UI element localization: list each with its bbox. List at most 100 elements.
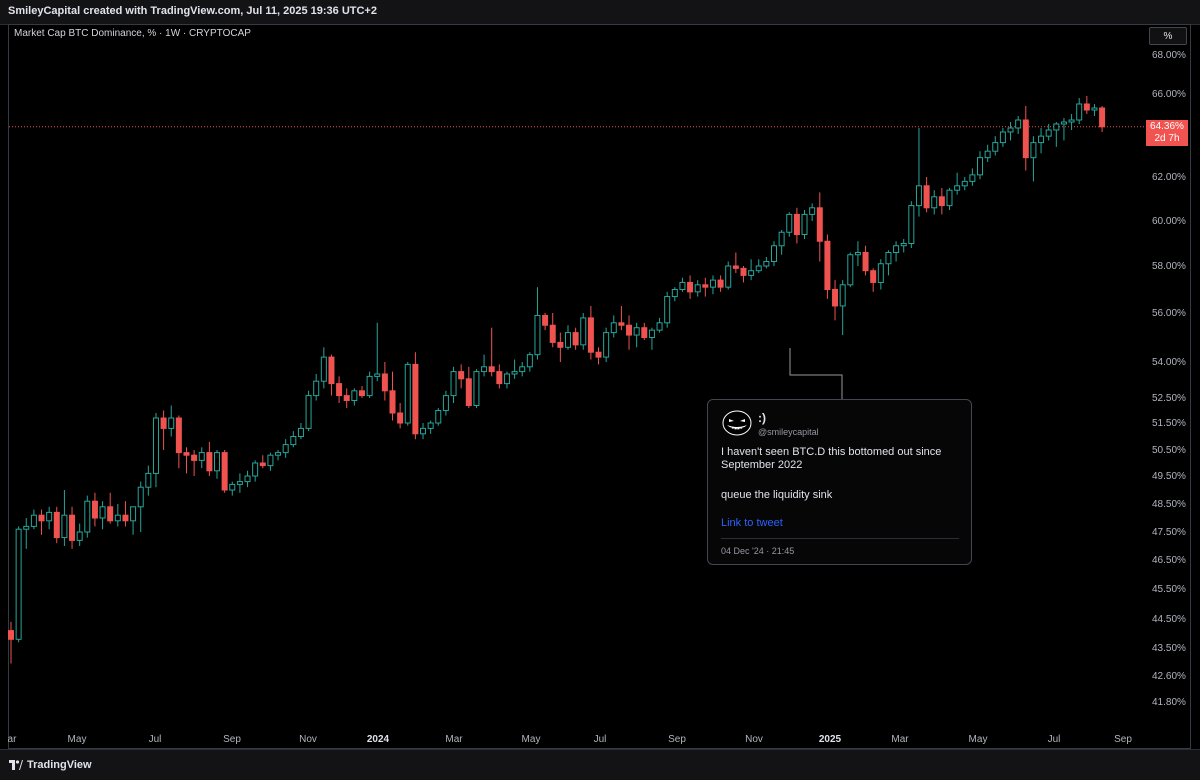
candle[interactable] <box>465 366 472 408</box>
candle[interactable] <box>122 501 129 527</box>
candle[interactable] <box>1038 128 1045 154</box>
candle[interactable] <box>259 455 266 469</box>
candle[interactable] <box>305 390 312 432</box>
candle[interactable] <box>648 327 655 350</box>
candle[interactable] <box>267 452 274 471</box>
candle[interactable] <box>450 366 457 403</box>
candle[interactable] <box>595 347 602 365</box>
candle[interactable] <box>458 364 465 389</box>
candle[interactable] <box>908 201 915 248</box>
candle[interactable] <box>732 252 739 274</box>
candle[interactable] <box>771 241 777 266</box>
candle[interactable] <box>893 241 900 262</box>
candle[interactable] <box>229 481 236 496</box>
candle[interactable] <box>69 506 76 549</box>
candle[interactable] <box>236 473 243 493</box>
candle[interactable] <box>53 506 60 544</box>
candle[interactable] <box>412 352 419 440</box>
candle[interactable] <box>130 506 137 535</box>
candle[interactable] <box>221 450 228 493</box>
candle[interactable] <box>977 151 984 180</box>
candle[interactable] <box>137 481 144 532</box>
candle[interactable] <box>84 495 91 538</box>
candle[interactable] <box>275 450 282 461</box>
candle[interactable] <box>870 268 877 292</box>
candle[interactable] <box>557 332 564 362</box>
chart-frame[interactable] <box>8 24 1191 749</box>
candle[interactable] <box>297 423 304 440</box>
candle[interactable] <box>717 275 724 292</box>
candle[interactable] <box>1091 104 1098 116</box>
candle[interactable] <box>351 388 358 406</box>
candle[interactable] <box>175 415 182 469</box>
candle[interactable] <box>580 313 587 350</box>
candle[interactable] <box>328 354 335 396</box>
candle[interactable] <box>931 190 938 215</box>
candle[interactable] <box>503 371 510 389</box>
percent-scale-button[interactable]: % <box>1149 27 1187 45</box>
tradingview-logo-icon[interactable] <box>9 760 23 770</box>
candle[interactable] <box>488 327 495 377</box>
candle[interactable] <box>366 371 373 398</box>
candle[interactable] <box>618 305 625 331</box>
candle[interactable] <box>748 259 755 281</box>
candle[interactable] <box>214 450 221 479</box>
tradingview-brand[interactable]: TradingView <box>27 759 92 771</box>
candle[interactable] <box>793 207 800 244</box>
candle[interactable] <box>91 492 98 527</box>
candle[interactable] <box>38 509 45 535</box>
candle[interactable] <box>999 128 1006 147</box>
candle[interactable] <box>969 168 976 186</box>
candle[interactable] <box>511 359 518 379</box>
candle[interactable] <box>23 518 30 549</box>
candle[interactable] <box>420 423 427 440</box>
candle[interactable] <box>1007 122 1014 141</box>
candle[interactable] <box>160 410 167 451</box>
candle[interactable] <box>839 280 846 336</box>
candle[interactable] <box>46 506 53 530</box>
candle[interactable] <box>336 376 343 403</box>
candle[interactable] <box>145 465 152 496</box>
candle[interactable] <box>709 275 716 295</box>
candle[interactable] <box>427 420 434 434</box>
candle[interactable] <box>603 327 610 362</box>
candle[interactable] <box>786 212 793 237</box>
candle[interactable] <box>763 257 770 269</box>
candle[interactable] <box>633 322 640 348</box>
candle[interactable] <box>244 470 251 488</box>
candle[interactable] <box>15 526 22 643</box>
candle[interactable] <box>76 523 83 546</box>
candle[interactable] <box>1076 98 1083 124</box>
candle[interactable] <box>702 277 709 297</box>
candle[interactable] <box>1045 124 1052 141</box>
candle[interactable] <box>358 386 365 398</box>
candle[interactable] <box>1099 106 1106 132</box>
candle[interactable] <box>152 413 159 488</box>
candle[interactable] <box>542 313 549 331</box>
candle[interactable] <box>320 347 327 389</box>
candle[interactable] <box>496 364 503 389</box>
candle[interactable] <box>343 388 350 408</box>
candle[interactable] <box>687 275 694 299</box>
candle[interactable] <box>61 490 68 546</box>
candle[interactable] <box>778 230 785 255</box>
candle[interactable] <box>847 252 854 288</box>
candle[interactable] <box>534 287 541 360</box>
candle[interactable] <box>183 447 190 474</box>
candle[interactable] <box>30 509 37 530</box>
candle[interactable] <box>984 144 991 162</box>
candle[interactable] <box>862 245 869 276</box>
candle[interactable] <box>664 291 671 328</box>
candle[interactable] <box>99 501 106 530</box>
candle[interactable] <box>206 441 213 476</box>
candle[interactable] <box>8 621 14 664</box>
candle[interactable] <box>107 492 114 524</box>
candle[interactable] <box>252 460 259 482</box>
candle[interactable] <box>1060 118 1067 141</box>
candle[interactable] <box>1068 114 1075 130</box>
candle[interactable] <box>671 287 678 302</box>
candle[interactable] <box>679 277 686 292</box>
candle[interactable] <box>885 250 892 276</box>
candle[interactable] <box>564 325 571 350</box>
candle[interactable] <box>404 362 411 426</box>
